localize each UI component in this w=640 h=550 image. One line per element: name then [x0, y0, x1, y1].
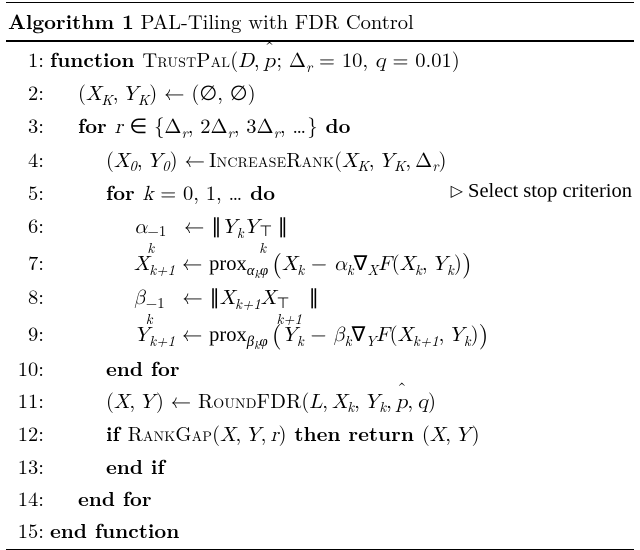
line-content: Xk+1 ← proxαkφ (Xk − αk∇XF(Xk, Yk)) [50, 242, 632, 280]
kw-do: do [318, 111, 351, 140]
line-number: 13: [8, 450, 50, 481]
line-5: 5: for k = 0, 1, … do ▷ Select stop crit… [6, 176, 634, 209]
fn-name: RoundFDR [198, 385, 301, 414]
line-number: 7: [8, 246, 50, 277]
kw-do: do [242, 178, 275, 207]
kw-endfor: end for [50, 353, 632, 384]
algorithm-body: 1: function TrustPal(D, p ; Δr = 10, q =… [6, 41, 634, 548]
line-6: 6: α−1k ← ∥YkY⊤k∥ [6, 209, 634, 242]
line-content: α−1k ← ∥YkY⊤k∥ [50, 209, 632, 242]
comment: ▷ Select stop criterion [451, 176, 632, 209]
line-content: for k = 0, 1, … do ▷ Select stop criteri… [50, 176, 632, 209]
line-content: function TrustPal(D, p ; Δr = 10, q = 0.… [50, 43, 632, 76]
algorithm-box: Algorithm 1 PAL-Tiling with FDR Control … [6, 2, 634, 550]
kw-endif: end if [50, 451, 632, 482]
line-12: 12: if RankGap(X, Y, r) then return (X, … [6, 417, 634, 450]
line-3: 3: for r ∈ {Δr, 2Δr, 3Δr, … } do [6, 109, 634, 142]
line-number: 14: [8, 482, 50, 513]
kw-then-return: then return [287, 419, 422, 448]
line-14: 14: end for [6, 482, 634, 514]
line-content: if RankGap(X, Y, r) then return (X, Y ) [50, 417, 632, 450]
line-number: 4: [8, 143, 50, 174]
line-4: 4: (X0, Y0) ← IncreaseRank(XK, YK, Δr) [6, 143, 634, 176]
line-number: 12: [8, 417, 50, 448]
line-number: 6: [8, 209, 50, 240]
line-content: for r ∈ {Δr, 2Δr, 3Δr, … } do [50, 109, 632, 142]
line-number: 15: [8, 514, 50, 545]
line-7: 7: Xk+1 ← proxαkφ (Xk − αk∇XF(Xk, Yk)) [6, 242, 634, 280]
line-number: 10: [8, 352, 50, 383]
line-9: 9: Yk+1 ← proxβkφ (Yk − βk∇YF(Xk+1, Yk)) [6, 313, 634, 351]
line-content: (X, Y ) ← RoundFDR(L, Xk, Yk, p, q) [50, 384, 632, 417]
line-10: 10: end for [6, 352, 634, 384]
line-content: (X0, Y0) ← IncreaseRank(XK, YK, Δr) [50, 143, 632, 176]
kw-if: if [106, 419, 128, 448]
line-13: 13: end if [6, 450, 634, 482]
line-1: 1: function TrustPal(D, p ; Δr = 10, q =… [6, 43, 634, 76]
fn-name: TrustPal [142, 44, 230, 73]
kw-endfunction: end function [50, 515, 632, 546]
line-2: 2: (XK, YK) ← (∅, ∅) [6, 76, 634, 109]
line-15: 15: end function [6, 514, 634, 546]
kw-for: for [78, 111, 115, 140]
title-rest: PAL-Tiling with FDR Control [134, 6, 414, 35]
kw-endfor: end for [50, 483, 632, 514]
line-number: 9: [8, 317, 50, 348]
title-prefix: Algorithm 1 [8, 7, 134, 36]
line-number: 3: [8, 109, 50, 140]
fn-name: IncreaseRank [209, 144, 334, 173]
line-number: 8: [8, 280, 50, 311]
algorithm-title: Algorithm 1 PAL-Tiling with FDR Control [6, 3, 634, 41]
line-number: 2: [8, 76, 50, 107]
line-11: 11: (X, Y ) ← RoundFDR(L, Xk, Yk, p, q) [6, 384, 634, 417]
line-number: 5: [8, 176, 50, 207]
fn-name: RankGap [128, 418, 213, 447]
line-number: 11: [8, 384, 50, 415]
kw-function: function [50, 45, 142, 74]
kw-for: for [106, 178, 143, 207]
line-content: (XK, YK) ← (∅, ∅) [50, 76, 632, 109]
line-content: Yk+1 ← proxβkφ (Yk − βk∇YF(Xk+1, Yk)) [50, 313, 632, 351]
line-number: 1: [8, 43, 50, 74]
line-8: 8: β−1k ← ∥Xk+1X⊤k+1 ∥ [6, 280, 634, 313]
line-content: β−1k ← ∥Xk+1X⊤k+1 ∥ [50, 280, 632, 313]
